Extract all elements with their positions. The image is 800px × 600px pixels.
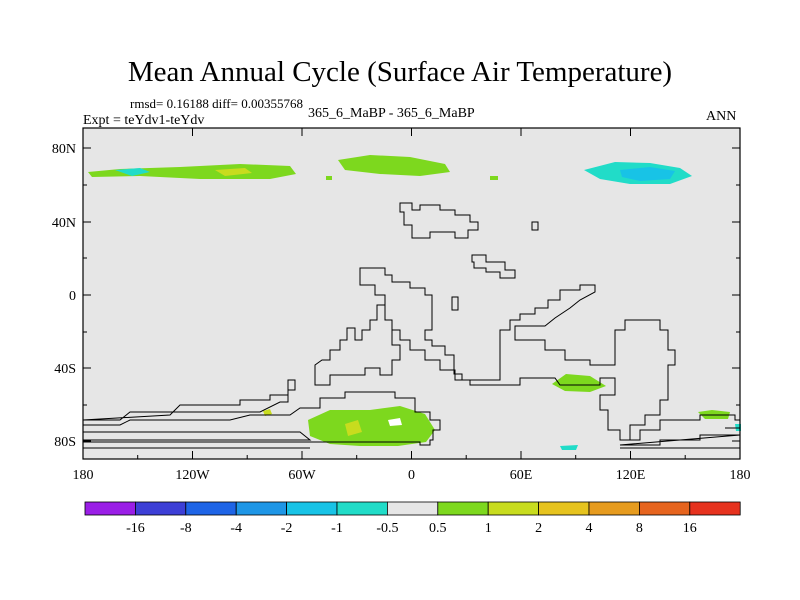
- legend-swatch: [286, 501, 338, 516]
- legend-colorbar: [84, 501, 741, 516]
- coast-antarctica-east: [619, 414, 741, 446]
- lat-label-80s: 80S: [54, 435, 76, 450]
- lon-label-120w: 120W: [175, 468, 210, 483]
- lat-label-0: 0: [69, 289, 76, 304]
- lon-ticks: [82, 128, 686, 459]
- coast-antarctica-main: [83, 391, 441, 446]
- experiment-label: Expt = teYdv1-teYdv: [83, 113, 205, 128]
- lon-label-0: 0: [408, 468, 415, 483]
- legend-labels: -16 -8 -4 -2 -1 -0.5 0.5 1 2 4 8 16: [126, 521, 697, 536]
- legend-label: -2: [281, 521, 293, 536]
- legend-label: 8: [636, 521, 643, 536]
- lon-label-120e: 120E: [616, 468, 646, 483]
- coast-asia-north: [399, 202, 479, 239]
- legend-label: -8: [180, 521, 192, 536]
- coast-africa-americas: [359, 267, 676, 441]
- fill-antarctic-weddell-warm: [345, 420, 362, 436]
- legend-swatch: [235, 501, 287, 516]
- fill-small-3: [560, 445, 578, 450]
- fill-arctic-siberia-core: [620, 167, 675, 181]
- coast-asia-east: [471, 254, 516, 279]
- fill-antarctic-weddell-white: [388, 418, 402, 426]
- lat-label-40s: 40S: [54, 362, 76, 377]
- legend-swatch: [689, 501, 741, 516]
- legend-swatch: [336, 501, 388, 516]
- legend-swatch: [386, 501, 439, 516]
- stats-line: rmsd= 0.16188 diff= 0.00355768: [130, 96, 303, 111]
- lon-label-180e: 180: [730, 468, 751, 483]
- legend-label: 0.5: [429, 521, 447, 536]
- lat-label-40n: 40N: [52, 216, 76, 231]
- coast-small-island-1: [451, 296, 459, 311]
- lon-label-60e: 60E: [510, 468, 533, 483]
- legend-swatch: [437, 501, 489, 516]
- legend-label: 2: [535, 521, 542, 536]
- legend-swatch: [134, 501, 187, 516]
- legend-label: -16: [126, 521, 145, 536]
- fill-arctic-west: [88, 164, 296, 179]
- lat-label-80n: 80N: [52, 142, 76, 157]
- lon-label-180w: 180: [73, 468, 94, 483]
- coast-small-island-2: [531, 221, 539, 231]
- fill-antarctic-weddell: [308, 406, 435, 446]
- lon-label-60w: 60W: [288, 468, 316, 483]
- coast-antarctica-west: [82, 379, 296, 421]
- fill-small-5: [490, 176, 498, 180]
- legend-label: -1: [331, 521, 343, 536]
- legend-swatch: [487, 501, 540, 516]
- legend-swatch: [538, 501, 590, 516]
- fill-indian-ocean: [552, 374, 606, 392]
- legend-swatch: [588, 501, 640, 516]
- fill-small-1: [115, 168, 150, 176]
- legend-swatch: [84, 501, 136, 516]
- legend-swatch: [639, 501, 691, 516]
- coastlines: [82, 202, 741, 449]
- fill-small-6: [326, 176, 332, 180]
- fill-small-2: [263, 409, 272, 416]
- coast-south-america: [314, 304, 401, 386]
- anomaly-fills: [88, 155, 741, 450]
- legend-label: -4: [230, 521, 242, 536]
- coast-antarctica-south: [83, 431, 740, 449]
- map-title: Mean Annual Cycle (Surface Air Temperatu…: [127, 56, 673, 88]
- fill-arctic-west-warm: [215, 168, 252, 176]
- legend-label: 16: [683, 521, 697, 536]
- legend-label: 1: [485, 521, 492, 536]
- case-label: 365_6_MaBP - 365_6_MaBP: [308, 106, 475, 121]
- fill-arctic-greenland: [338, 155, 450, 176]
- legend-label: -0.5: [376, 521, 398, 536]
- season-label: ANN: [706, 109, 737, 124]
- lat-ticks: [83, 147, 740, 442]
- legend-label: 4: [586, 521, 593, 536]
- legend-swatch: [185, 501, 237, 516]
